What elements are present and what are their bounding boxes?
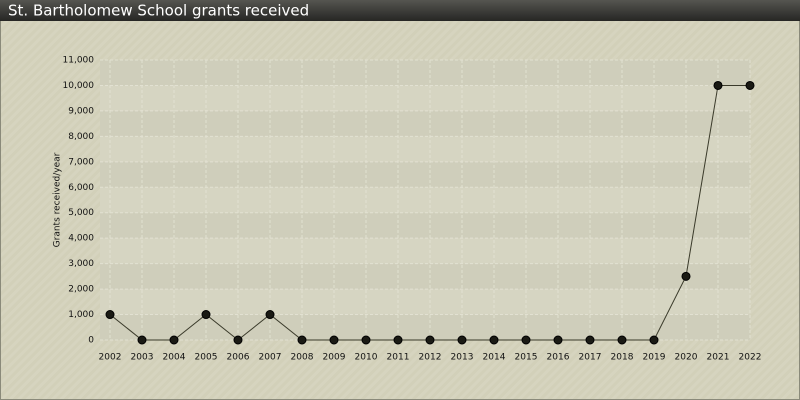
- chart-title: St. Bartholomew School grants received: [8, 2, 309, 20]
- title-bar: [0, 0, 800, 21]
- point: [137, 335, 147, 345]
- point: [425, 335, 435, 345]
- x-tick-label: 2017: [579, 353, 602, 363]
- y-tick-label: 5,000: [68, 208, 94, 218]
- plot-band: [100, 110, 750, 137]
- point: [105, 310, 115, 320]
- y-axis-label: Grants received/year: [53, 152, 63, 247]
- x-tick-label: 2013: [451, 353, 474, 363]
- x-tick-label: 2008: [291, 353, 314, 363]
- point: [745, 80, 755, 90]
- x-tick-label: 2009: [323, 353, 346, 363]
- plot-band: [100, 263, 750, 290]
- point: [585, 335, 595, 345]
- y-tick-label: 9,000: [68, 106, 94, 116]
- point: [169, 335, 179, 345]
- x-tick-label: 2016: [547, 353, 570, 363]
- x-tick-label: 2002: [99, 353, 122, 363]
- point: [457, 335, 467, 345]
- y-tick-label: 7,000: [68, 157, 94, 167]
- x-tick-label: 2021: [707, 353, 730, 363]
- y-tick-label: 1,000: [68, 310, 94, 320]
- x-tick-label: 2015: [515, 353, 538, 363]
- plot-band: [100, 238, 750, 264]
- x-tick-label: 2011: [387, 353, 410, 363]
- y-tick-label: 0: [88, 336, 94, 346]
- x-tick-label: 2006: [227, 353, 250, 363]
- y-tick-label: 2,000: [68, 285, 94, 295]
- y-tick-label: 8,000: [68, 132, 94, 142]
- point: [553, 335, 563, 345]
- point: [713, 80, 723, 90]
- point: [681, 271, 691, 281]
- y-tick-label: 6,000: [68, 183, 94, 193]
- point: [521, 335, 531, 345]
- plot-band: [100, 212, 750, 239]
- x-tick-label: 2014: [483, 353, 506, 363]
- plot-band: [100, 187, 750, 213]
- x-tick-label: 2012: [419, 353, 442, 363]
- point: [201, 310, 211, 320]
- x-tick-label: 2003: [131, 353, 154, 363]
- point: [265, 310, 275, 320]
- y-tick-label: 11,000: [63, 56, 95, 66]
- x-tick-label: 2007: [259, 353, 282, 363]
- plot-band: [100, 314, 750, 340]
- point: [233, 335, 243, 345]
- plot-band: [100, 161, 750, 188]
- x-tick-label: 2022: [739, 353, 762, 363]
- point: [329, 335, 339, 345]
- point: [649, 335, 659, 345]
- point: [617, 335, 627, 345]
- x-tick-label: 2005: [195, 353, 218, 363]
- point: [489, 335, 499, 345]
- plot-band: [100, 289, 750, 315]
- x-tick-label: 2018: [611, 353, 634, 363]
- point: [297, 335, 307, 345]
- y-tick-label: 10,000: [63, 81, 95, 91]
- point: [393, 335, 403, 345]
- plot-band: [100, 60, 750, 86]
- x-tick-label: 2010: [355, 353, 378, 363]
- plot-band: [100, 85, 750, 111]
- x-tick-label: 2004: [163, 353, 186, 363]
- plot-band: [100, 136, 750, 162]
- x-tick-label: 2020: [675, 353, 698, 363]
- y-tick-label: 3,000: [68, 259, 94, 269]
- point: [361, 335, 371, 345]
- y-tick-label: 4,000: [68, 234, 94, 244]
- x-tick-label: 2019: [643, 353, 666, 363]
